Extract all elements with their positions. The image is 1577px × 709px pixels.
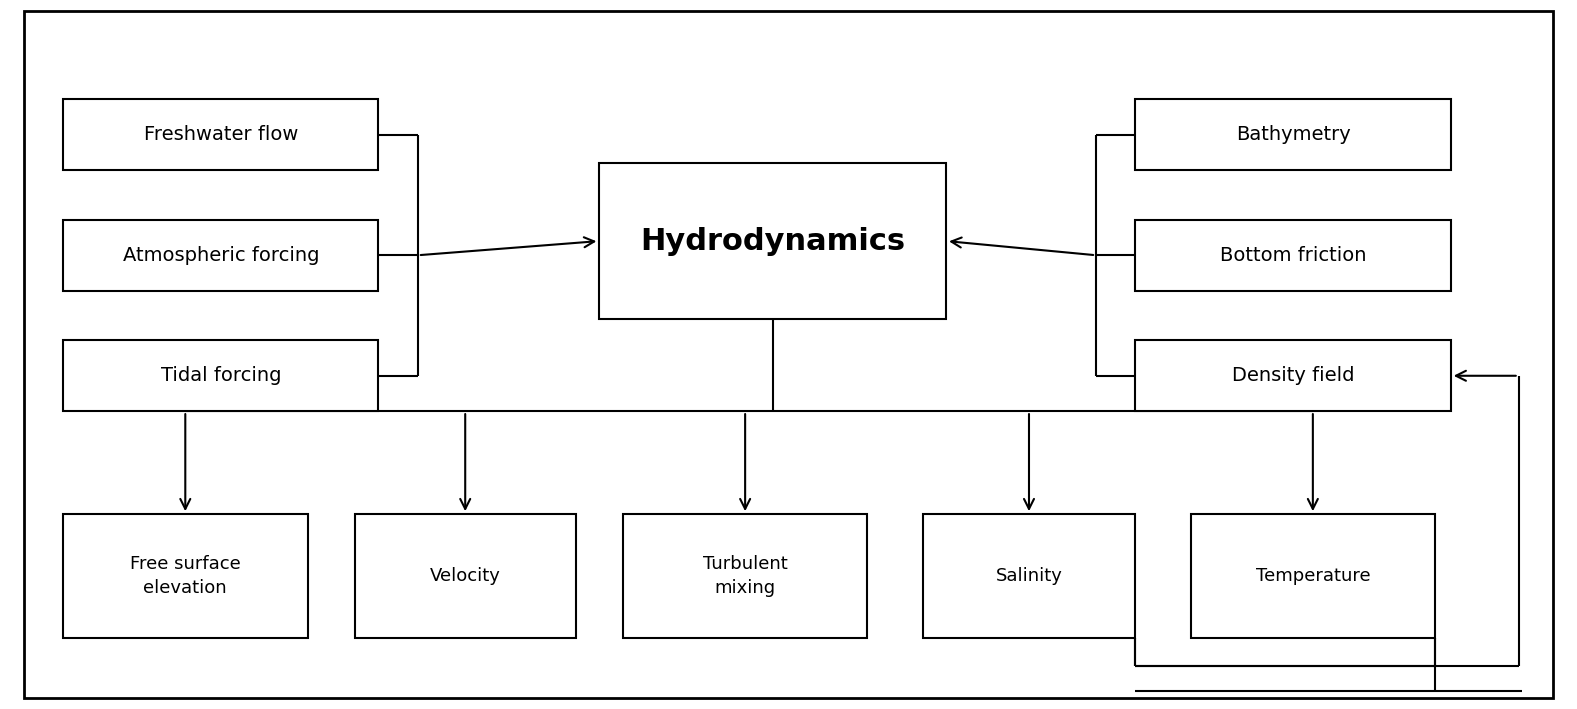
Bar [355,514,576,638]
Bar [623,514,867,638]
Text: Atmospheric forcing: Atmospheric forcing [123,246,319,264]
Text: Tidal forcing: Tidal forcing [161,367,281,385]
Bar [1135,99,1451,170]
Bar [63,514,308,638]
Text: Density field: Density field [1232,367,1355,385]
Text: Velocity: Velocity [431,567,500,585]
Bar [599,163,946,319]
Text: Bottom friction: Bottom friction [1221,246,1366,264]
Text: Bathymetry: Bathymetry [1236,125,1350,144]
Text: Free surface
elevation: Free surface elevation [129,555,241,597]
Bar [63,340,378,411]
Text: Temperature: Temperature [1255,567,1370,585]
Text: Salinity: Salinity [995,567,1063,585]
Text: Turbulent
mixing: Turbulent mixing [703,555,787,597]
Bar [1135,340,1451,411]
Bar [63,99,378,170]
Bar [63,220,378,291]
Text: Freshwater flow: Freshwater flow [144,125,298,144]
Bar [1191,514,1435,638]
Text: Hydrodynamics: Hydrodynamics [640,227,905,255]
Bar [1135,220,1451,291]
Bar [923,514,1135,638]
